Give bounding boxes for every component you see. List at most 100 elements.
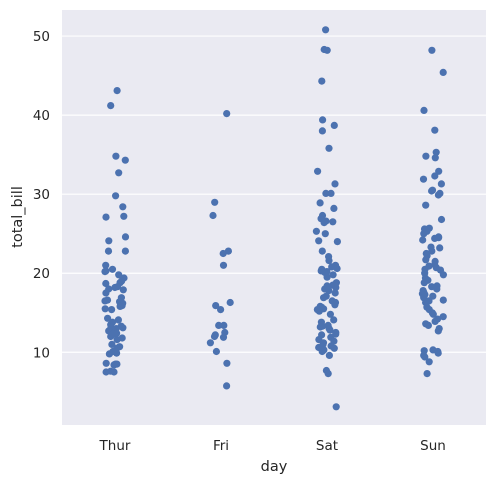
data-point <box>104 314 112 322</box>
data-point <box>210 332 219 341</box>
data-point <box>439 271 447 279</box>
data-point <box>423 370 431 378</box>
data-point <box>323 46 331 54</box>
data-point <box>325 287 333 295</box>
data-point <box>209 211 217 220</box>
data-point <box>330 344 338 352</box>
data-point <box>315 237 323 245</box>
x-tick-label: Thur <box>99 438 131 454</box>
data-point <box>424 321 432 329</box>
data-point <box>422 256 430 264</box>
data-point <box>330 121 338 129</box>
data-point <box>314 167 322 175</box>
data-point <box>219 333 228 341</box>
data-point <box>223 359 231 367</box>
data-point <box>318 247 326 255</box>
data-point <box>431 234 439 242</box>
data-point <box>420 230 428 238</box>
data-point <box>220 321 228 329</box>
data-point <box>318 347 326 356</box>
data-point <box>212 347 220 356</box>
data-point <box>319 116 327 124</box>
data-point <box>329 271 337 279</box>
data-point <box>116 302 124 310</box>
data-point <box>115 271 123 279</box>
data-point <box>326 310 334 318</box>
data-point <box>112 192 120 200</box>
data-point <box>119 286 127 294</box>
data-point <box>434 191 442 199</box>
data-point <box>422 152 430 160</box>
data-point <box>318 77 326 85</box>
plot-background <box>62 10 486 425</box>
data-point <box>326 326 334 334</box>
data-point <box>226 298 234 307</box>
data-point <box>101 297 109 305</box>
data-point <box>321 230 329 238</box>
data-point <box>312 227 320 235</box>
data-point <box>223 110 231 118</box>
data-point <box>211 198 219 206</box>
x-axis-label: day <box>261 459 288 475</box>
data-point <box>431 126 439 134</box>
data-point <box>121 156 129 164</box>
y-tick-label: 40 <box>33 108 50 124</box>
data-point <box>328 263 336 271</box>
data-point <box>437 180 445 188</box>
data-point <box>102 289 110 297</box>
x-tick-label: Sat <box>316 438 338 454</box>
data-point <box>325 257 333 265</box>
data-point <box>219 261 228 269</box>
data-point <box>102 213 110 221</box>
y-tick-label: 50 <box>33 29 50 45</box>
data-point <box>102 359 110 367</box>
data-point <box>102 267 110 275</box>
data-point <box>431 317 439 325</box>
data-point <box>102 279 110 288</box>
data-point <box>439 296 447 304</box>
data-point <box>107 102 115 110</box>
data-point <box>331 301 339 309</box>
data-point <box>333 264 341 273</box>
data-point <box>420 279 428 287</box>
data-point <box>439 313 447 321</box>
data-point <box>315 307 323 315</box>
data-point <box>325 144 333 152</box>
data-point <box>113 349 121 357</box>
data-point <box>215 321 223 329</box>
data-point <box>105 237 113 245</box>
data-point <box>437 215 446 224</box>
data-point <box>431 154 439 162</box>
data-point <box>432 148 440 156</box>
data-point <box>104 247 113 255</box>
data-point <box>115 169 123 177</box>
data-point <box>439 68 447 76</box>
gridlines <box>62 35 486 353</box>
data-point <box>434 349 442 357</box>
data-point <box>108 340 116 348</box>
data-point <box>223 382 231 390</box>
x-tick-label: Fri <box>213 438 229 454</box>
data-point <box>333 238 341 246</box>
data-point <box>421 353 429 361</box>
data-point <box>330 316 338 324</box>
data-points <box>101 26 447 411</box>
data-point <box>425 358 433 366</box>
data-point <box>331 289 339 297</box>
data-point <box>119 203 127 211</box>
data-point <box>113 336 121 344</box>
data-point <box>108 306 116 314</box>
data-point <box>219 249 227 258</box>
data-point <box>330 204 338 212</box>
y-tick-label: 10 <box>33 345 50 361</box>
data-point <box>332 403 340 411</box>
x-axis-ticks: Thur Fri Sat Sun <box>99 438 446 454</box>
data-point <box>217 306 225 314</box>
data-point <box>428 46 436 54</box>
data-point <box>422 201 430 209</box>
data-point <box>316 199 324 207</box>
data-point <box>320 294 328 302</box>
data-point <box>329 218 337 226</box>
data-point <box>119 324 127 332</box>
